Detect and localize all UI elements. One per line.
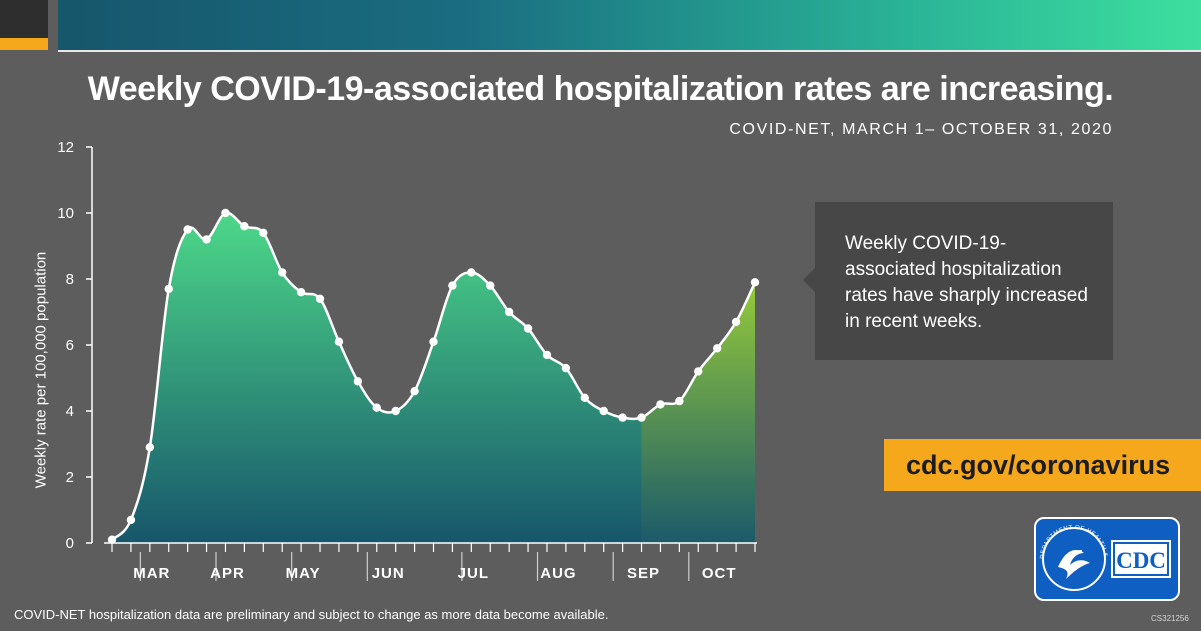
data-point-16 (410, 387, 419, 396)
data-point-19 (467, 268, 476, 277)
data-point-34 (750, 278, 760, 287)
area-recent-period (641, 282, 755, 543)
x-month-label-oct: OCT (702, 565, 737, 582)
data-point-32 (712, 344, 722, 353)
data-point-28 (637, 413, 646, 422)
data-point-24 (561, 363, 571, 373)
data-point-21 (504, 307, 514, 317)
y-tick-label-0: 0 (66, 535, 74, 552)
data-point-14 (372, 403, 381, 412)
y-tick-label-6: 6 (66, 337, 74, 354)
chart-subtitle: COVID-NET, MARCH 1– OCTOBER 31, 2020 (729, 121, 1113, 138)
x-month-label-jul: JUL (458, 565, 489, 582)
data-point-31 (694, 367, 703, 376)
data-point-10 (296, 288, 306, 297)
callout-text: Weekly COVID-19-associated hospitalizati… (845, 233, 1088, 332)
y-tick-label-8: 8 (66, 271, 74, 288)
data-point-29 (656, 400, 665, 409)
data-point-9 (278, 268, 287, 277)
y-tick-label-12: 12 (57, 139, 74, 156)
chart-title: Weekly COVID-19-associated hospitalizati… (87, 70, 1114, 108)
data-point-27 (618, 413, 627, 422)
data-point-25 (580, 393, 589, 402)
y-tick-label-2: 2 (66, 469, 74, 486)
footnote: COVID-NET hospitalization data are preli… (14, 607, 609, 622)
y-tick-label-10: 10 (57, 205, 74, 222)
x-month-label-apr: APR (210, 565, 245, 582)
x-month-label-sep: SEP (627, 565, 660, 582)
data-point-26 (599, 406, 608, 416)
data-point-13 (353, 377, 363, 386)
data-point-23 (542, 350, 552, 360)
data-point-15 (391, 406, 400, 416)
data-point-7 (240, 222, 249, 231)
data-point-22 (523, 324, 533, 333)
y-tick-label-4: 4 (66, 403, 74, 420)
data-point-30 (675, 396, 684, 406)
data-point-5 (202, 235, 211, 244)
data-point-3 (164, 284, 173, 294)
cdc-logo-text: CDC (1116, 548, 1166, 573)
area-main-period (112, 212, 642, 543)
data-point-33 (731, 317, 741, 327)
data-point-2 (145, 443, 155, 452)
banner-divider (58, 50, 1201, 52)
data-point-12 (334, 337, 344, 346)
data-point-0 (107, 535, 117, 544)
banner-gradient (58, 0, 1201, 50)
data-point-20 (486, 281, 495, 290)
document-code: CS321256 (1151, 614, 1189, 623)
data-point-18 (448, 281, 457, 290)
cdc-url-link[interactable]: cdc.gov/coronavirus (884, 439, 1201, 491)
x-month-label-mar: MAR (133, 565, 170, 582)
hhs-seal-icon: DEPARTMENT OF HEALTH & HUMAN SERVICES US… (1033, 515, 1171, 591)
banner-gold-stripe (0, 38, 48, 50)
data-point-17 (429, 337, 438, 346)
data-point-11 (315, 294, 325, 303)
banner-dark-block (0, 0, 48, 38)
data-point-6 (221, 208, 230, 218)
top-banner (0, 0, 1201, 52)
x-month-label-may: MAY (286, 565, 321, 582)
data-point-4 (183, 225, 192, 234)
callout-box: Weekly COVID-19-associated hospitalizati… (803, 202, 1113, 360)
data-point-8 (259, 228, 268, 237)
x-month-label-jun: JUN (372, 565, 405, 582)
x-month-label-aug: AUG (540, 565, 576, 582)
cdc-logo: DEPARTMENT OF HEALTH & HUMAN SERVICES US… (1033, 515, 1180, 601)
data-point-1 (126, 515, 136, 525)
